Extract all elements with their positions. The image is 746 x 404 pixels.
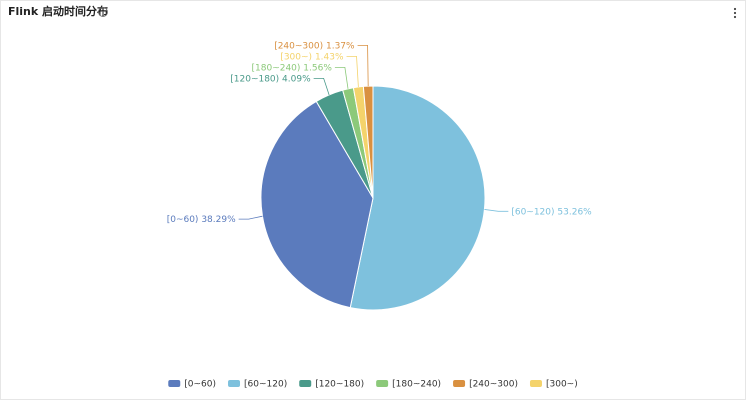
legend-swatch bbox=[376, 380, 389, 387]
legend-label: [180~240) bbox=[392, 380, 441, 390]
chart-title: Flink 启动时间分布 bbox=[8, 4, 108, 18]
legend-swatch bbox=[228, 380, 241, 387]
data-label: [120~180) 4.09% bbox=[230, 74, 311, 84]
label-value: 53.26% bbox=[557, 207, 592, 217]
legend-label: [240~300) bbox=[469, 380, 518, 390]
data-label: [240~300) 1.37% bbox=[274, 41, 355, 51]
label-category: [180~240) bbox=[252, 63, 301, 73]
data-label: [300~) 1.43% bbox=[280, 52, 344, 62]
legend-swatch bbox=[168, 380, 181, 387]
legend-label: [300~) bbox=[546, 380, 578, 390]
data-label: [180~240) 1.56% bbox=[252, 63, 333, 73]
label-value: 1.43% bbox=[315, 52, 344, 62]
leader-line bbox=[238, 215, 263, 220]
info-icon[interactable] bbox=[98, 7, 108, 17]
data-label: [60~120) 53.26% bbox=[511, 207, 592, 217]
legend-swatch bbox=[453, 380, 466, 387]
label-value: 1.37% bbox=[326, 41, 355, 51]
label-category: [240~300) bbox=[274, 41, 323, 51]
leader-line bbox=[357, 44, 369, 87]
leader-line bbox=[313, 77, 330, 96]
label-category: [300~) bbox=[280, 52, 312, 62]
pie-slice bbox=[349, 85, 486, 311]
leader-line bbox=[484, 209, 509, 212]
label-category: [60~120) bbox=[511, 207, 554, 217]
label-value: 4.09% bbox=[282, 74, 311, 84]
pie-slice bbox=[260, 100, 374, 309]
leader-line bbox=[334, 66, 349, 89]
label-value: 38.29% bbox=[201, 215, 236, 225]
leader-line bbox=[346, 55, 359, 87]
label-value: 1.56% bbox=[303, 63, 332, 73]
data-label: [0~60) 38.29% bbox=[167, 215, 236, 225]
legend: [0~60) [60~120) [120~180) [180~240) [240~300… bbox=[168, 380, 578, 390]
pie-slice bbox=[362, 85, 374, 199]
label-category: [120~180) bbox=[230, 74, 279, 84]
label-category: [0~60) bbox=[167, 215, 199, 225]
legend-label: [0~60) bbox=[184, 380, 216, 390]
more-menu[interactable] bbox=[733, 7, 737, 19]
legend-swatch bbox=[299, 380, 312, 387]
legend-label: [120~180) bbox=[315, 380, 364, 390]
legend-label: [60~120) bbox=[244, 380, 287, 390]
legend-swatch bbox=[529, 380, 542, 387]
